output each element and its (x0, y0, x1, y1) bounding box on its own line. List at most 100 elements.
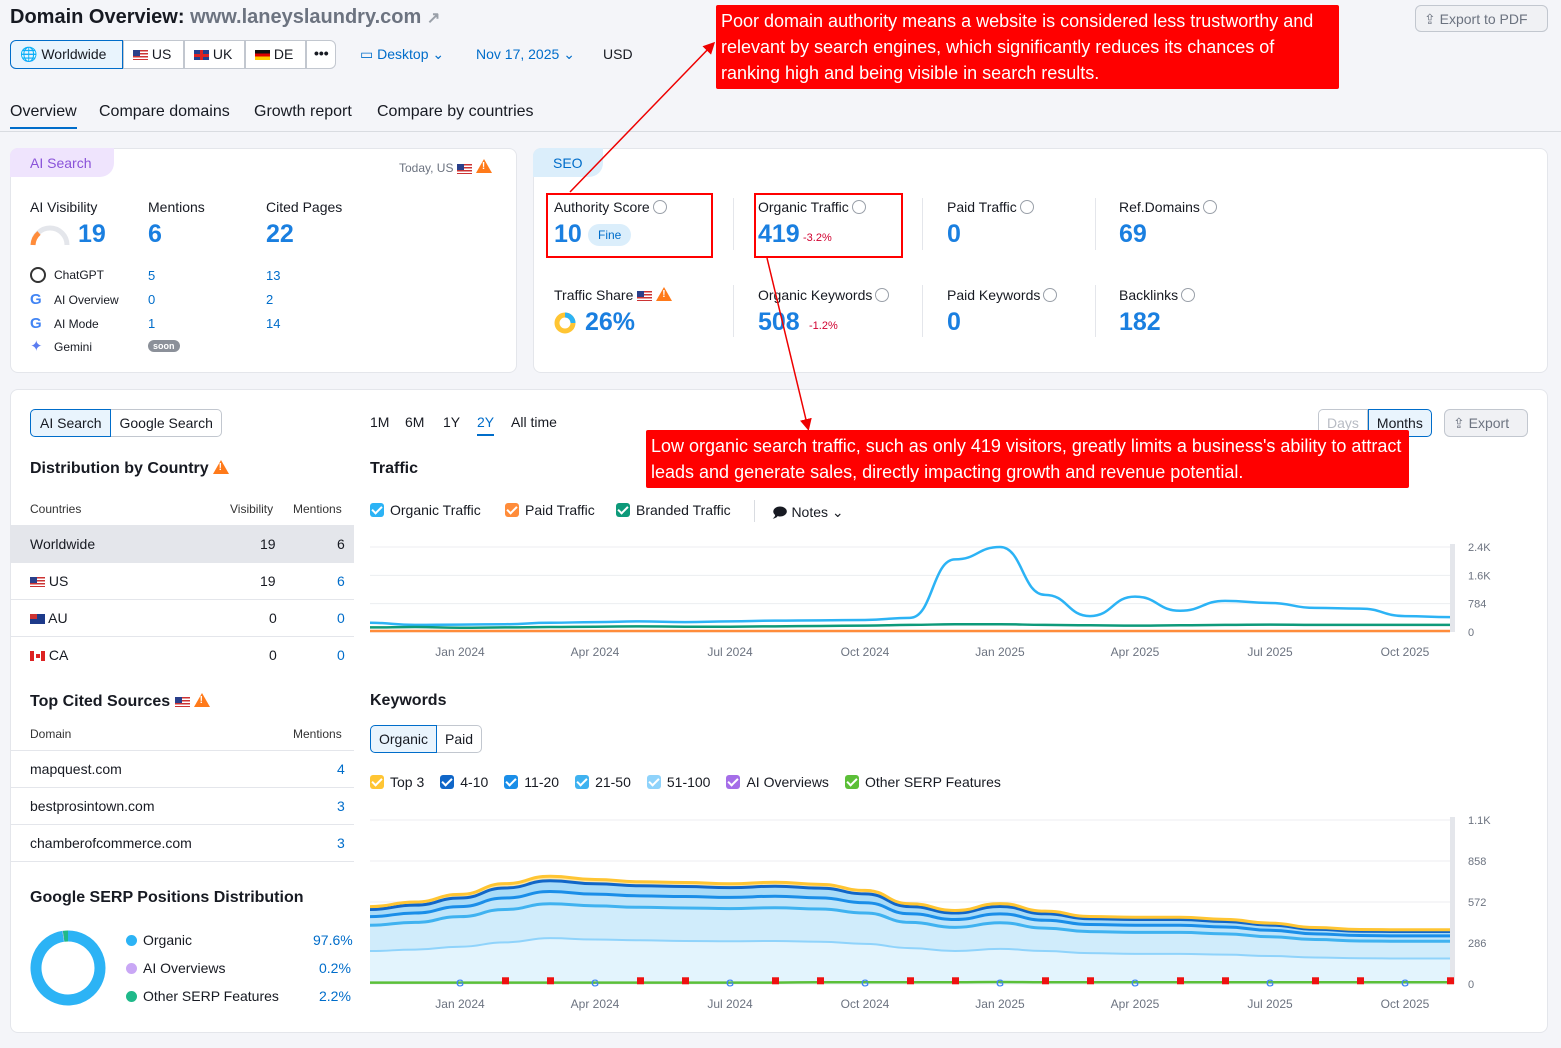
period-1y[interactable]: 1Y (443, 414, 461, 430)
legend-51-100[interactable]: 51-100 (646, 774, 710, 790)
list-item[interactable]: bestprosintown.com 3 (10, 788, 354, 825)
google-update-icon[interactable]: G (996, 978, 1004, 989)
info-icon[interactable] (652, 200, 667, 214)
legend-organic-traffic[interactable]: Organic Traffic (370, 502, 481, 518)
legend-top-3[interactable]: Top 3 (370, 774, 424, 790)
note-flag-icon[interactable] (682, 977, 689, 985)
note-flag-icon[interactable] (1177, 977, 1184, 985)
table-row[interactable]: US 19 6 (10, 563, 354, 600)
ai-mode-mentions[interactable]: 1 (148, 316, 156, 331)
paid-keywords-value[interactable]: 0 (947, 308, 961, 336)
period-all-time[interactable]: All time (511, 414, 557, 430)
tab-compare-countries[interactable]: Compare by countries (377, 103, 534, 120)
period-2y[interactable]: 2Y (477, 414, 495, 436)
authority-score-value[interactable]: 10 (554, 220, 582, 248)
more-databases-button[interactable]: ••• (306, 40, 336, 69)
source-domain[interactable]: chamberofcommerce.com (30, 835, 192, 851)
note-flag-icon[interactable] (907, 977, 914, 985)
notes-dropdown[interactable]: 🗩 Notes ⌄ (772, 502, 844, 526)
country-mentions[interactable]: 6 (337, 573, 345, 589)
de-button[interactable]: DE (245, 40, 306, 69)
note-flag-icon[interactable] (637, 977, 644, 985)
legend-branded-traffic[interactable]: Branded Traffic (616, 502, 731, 518)
note-flag-icon[interactable] (1357, 977, 1364, 985)
google-search-toggle[interactable]: Google Search (111, 409, 222, 437)
ai-mode-cited[interactable]: 14 (266, 316, 281, 331)
note-flag-icon[interactable] (502, 977, 509, 985)
legend-other-serp-features[interactable]: Other SERP Features (844, 774, 1001, 790)
date-selector[interactable]: Nov 17, 2025 ⌄ (476, 46, 575, 63)
legend-4-10[interactable]: 4-10 (440, 774, 488, 790)
external-link-icon[interactable]: ↗ (426, 10, 441, 27)
note-flag-icon[interactable] (1447, 977, 1454, 985)
ai-visibility-value[interactable]: 19 (78, 220, 106, 248)
organic-toggle[interactable]: Organic (370, 725, 438, 753)
google-update-icon[interactable]: G (591, 978, 599, 989)
note-flag-icon[interactable] (547, 977, 554, 985)
serp-value[interactable]: 0.2% (319, 960, 351, 976)
legend-ai-overviews[interactable]: AI Overviews (726, 774, 829, 790)
serp-value[interactable]: 2.2% (319, 988, 351, 1004)
note-flag-icon[interactable] (817, 977, 824, 985)
source-mentions[interactable]: 3 (337, 835, 345, 851)
worldwide-button[interactable]: 🌐 Worldwide (10, 40, 123, 69)
table-row[interactable]: Worldwide 19 6 (10, 526, 354, 563)
list-item[interactable]: mapquest.com 4 (10, 751, 354, 788)
ai-search-toggle[interactable]: AI Search (30, 409, 112, 437)
google-update-icon[interactable]: G (1266, 978, 1274, 989)
note-flag-icon[interactable] (952, 977, 959, 985)
mentions-value[interactable]: 6 (148, 220, 162, 248)
google-update-icon[interactable]: G (861, 978, 869, 989)
organic-keywords-value[interactable]: 508 (758, 308, 800, 336)
device-selector[interactable]: ▭ Desktop ⌄ (360, 46, 444, 63)
table-row[interactable]: AU 0 0 (10, 600, 354, 637)
tab-overview[interactable]: Overview (10, 103, 77, 129)
info-icon[interactable] (875, 288, 890, 302)
google-update-icon[interactable]: G (1401, 978, 1409, 989)
traffic-share-value[interactable]: 26% (585, 308, 636, 336)
note-flag-icon[interactable] (1087, 977, 1094, 985)
info-icon[interactable] (851, 200, 866, 214)
us-button[interactable]: US (123, 40, 184, 69)
export-pdf-button[interactable]: ⇪ Export to PDF (1415, 5, 1548, 32)
google-update-icon[interactable]: G (1131, 978, 1139, 989)
table-row[interactable]: CA 0 0 (10, 637, 354, 674)
legend-21-50[interactable]: 21-50 (575, 774, 631, 790)
backlinks-value[interactable]: 182 (1119, 308, 1161, 336)
ai-overview-cited[interactable]: 2 (266, 292, 274, 307)
legend-11-20[interactable]: 11-20 (504, 774, 559, 790)
source-domain[interactable]: bestprosintown.com (30, 798, 155, 814)
legend-paid-traffic[interactable]: Paid Traffic (505, 502, 595, 518)
export-button[interactable]: ⇪ Export (1444, 409, 1528, 437)
cited-pages-value[interactable]: 22 (266, 220, 294, 248)
period-6m[interactable]: 6M (405, 414, 425, 430)
note-flag-icon[interactable] (772, 977, 779, 985)
source-domain[interactable]: mapquest.com (30, 761, 122, 777)
organic-traffic-value[interactable]: 419 (758, 220, 800, 248)
info-icon[interactable] (1043, 288, 1058, 302)
info-icon[interactable] (1019, 200, 1034, 214)
info-icon[interactable] (1181, 288, 1196, 302)
paid-toggle[interactable]: Paid (437, 725, 483, 753)
note-flag-icon[interactable] (1312, 977, 1319, 985)
list-item[interactable]: chamberofcommerce.com 3 (10, 825, 354, 862)
note-flag-icon[interactable] (1042, 977, 1049, 985)
source-mentions[interactable]: 3 (337, 798, 345, 814)
google-update-icon[interactable]: G (726, 978, 734, 989)
ref-domains-value[interactable]: 69 (1119, 220, 1147, 248)
tab-compare-domains[interactable]: Compare domains (99, 103, 230, 120)
paid-traffic-value[interactable]: 0 (947, 220, 961, 248)
serp-value[interactable]: 97.6% (313, 932, 353, 948)
chatgpt-cited[interactable]: 13 (266, 268, 281, 283)
period-1m[interactable]: 1M (370, 414, 390, 430)
google-update-icon[interactable]: G (456, 978, 464, 989)
tab-growth-report[interactable]: Growth report (254, 103, 352, 120)
chatgpt-mentions[interactable]: 5 (148, 268, 156, 283)
info-icon[interactable] (1202, 200, 1217, 214)
uk-button[interactable]: UK (184, 40, 245, 69)
country-mentions[interactable]: 0 (337, 610, 345, 626)
note-flag-icon[interactable] (1222, 977, 1229, 985)
ai-overview-mentions[interactable]: 0 (148, 292, 156, 307)
source-mentions[interactable]: 4 (337, 761, 345, 777)
country-mentions[interactable]: 0 (337, 647, 345, 663)
